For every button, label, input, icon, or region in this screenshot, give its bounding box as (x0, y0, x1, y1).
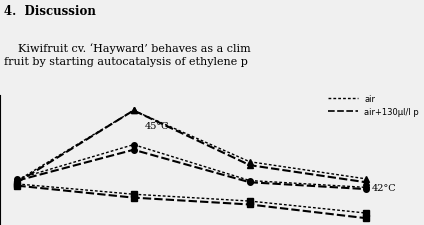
Text: Kiwifruit cv. ‘Hayward’ behaves as a clim
fruit by starting autocatalysis of eth: Kiwifruit cv. ‘Hayward’ behaves as a cli… (4, 43, 251, 67)
Legend: air, air+130μl/l p: air, air+130μl/l p (328, 93, 420, 117)
Text: 4.  Discussion: 4. Discussion (4, 5, 96, 18)
Text: 42°C: 42°C (372, 183, 396, 192)
Text: 45°C: 45°C (145, 121, 170, 130)
